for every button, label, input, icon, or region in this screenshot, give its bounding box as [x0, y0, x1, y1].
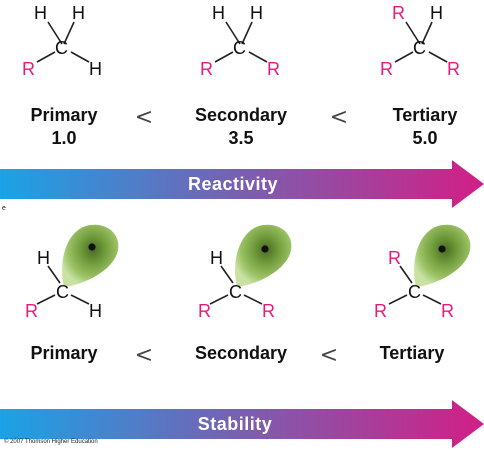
less-than-symbol: < [135, 105, 153, 130]
atom-h: H [430, 3, 443, 23]
atom-c: C [229, 282, 242, 302]
atom-r: R [25, 301, 38, 321]
secondary-structure-2: H C R R [198, 224, 292, 321]
stability-arrow: Stability [0, 400, 484, 448]
atom-c: C [233, 38, 246, 58]
atom-r: R [267, 59, 280, 79]
label-tertiary: Tertiary [393, 105, 458, 125]
atom-h: H [210, 248, 223, 268]
reactivity-arrow: Reactivity [0, 160, 484, 208]
reactivity-label: Reactivity [188, 174, 278, 194]
stability-label: Stability [198, 414, 273, 434]
atom-h: H [72, 3, 85, 23]
less-than-symbol: < [135, 343, 153, 368]
atom-h: H [34, 3, 47, 23]
electron-dot [88, 243, 96, 251]
atom-r: R [441, 301, 454, 321]
atom-c: C [56, 282, 69, 302]
atom-h: H [89, 301, 102, 321]
atom-h: H [212, 3, 225, 23]
primary-structure-1: H H C R H [22, 3, 102, 79]
atom-r: R [22, 59, 35, 79]
value-tertiary: 5.0 [412, 128, 437, 148]
orbital-lobe [235, 224, 292, 287]
atom-r: R [447, 59, 460, 79]
atom-c: C [413, 38, 426, 58]
atom-r: R [388, 248, 401, 268]
tertiary-structure-2: R C R R [374, 224, 471, 321]
electron-dot [261, 245, 269, 253]
primary-structure-2: H C R H [25, 224, 119, 321]
value-primary: 1.0 [51, 128, 76, 148]
orbital-lobe [414, 224, 471, 287]
label-primary: Primary [30, 343, 97, 363]
page-mark: e [2, 205, 6, 212]
atom-h: H [89, 59, 102, 79]
atom-r: R [374, 301, 387, 321]
secondary-structure-1: H H C R R [200, 3, 280, 79]
label-secondary: Secondary [195, 343, 287, 363]
atom-r: R [200, 59, 213, 79]
label-secondary: Secondary [195, 105, 287, 125]
orbital-lobe [62, 224, 119, 287]
tertiary-structure-1: R H C R R [380, 3, 460, 79]
atom-c: C [408, 282, 421, 302]
atom-h: H [250, 3, 263, 23]
electron-dot [438, 245, 446, 253]
atom-r: R [380, 59, 393, 79]
atom-r: R [392, 3, 405, 23]
label-tertiary: Tertiary [380, 343, 445, 363]
atom-h: H [37, 248, 50, 268]
atom-c: C [55, 38, 68, 58]
value-secondary: 3.5 [228, 128, 253, 148]
copyright-notice: © 2007 Thomson Higher Education [4, 439, 98, 445]
atom-r: R [262, 301, 275, 321]
less-than-symbol: < [330, 105, 348, 130]
less-than-symbol: < [320, 343, 338, 368]
label-primary: Primary [30, 105, 97, 125]
atom-r: R [198, 301, 211, 321]
